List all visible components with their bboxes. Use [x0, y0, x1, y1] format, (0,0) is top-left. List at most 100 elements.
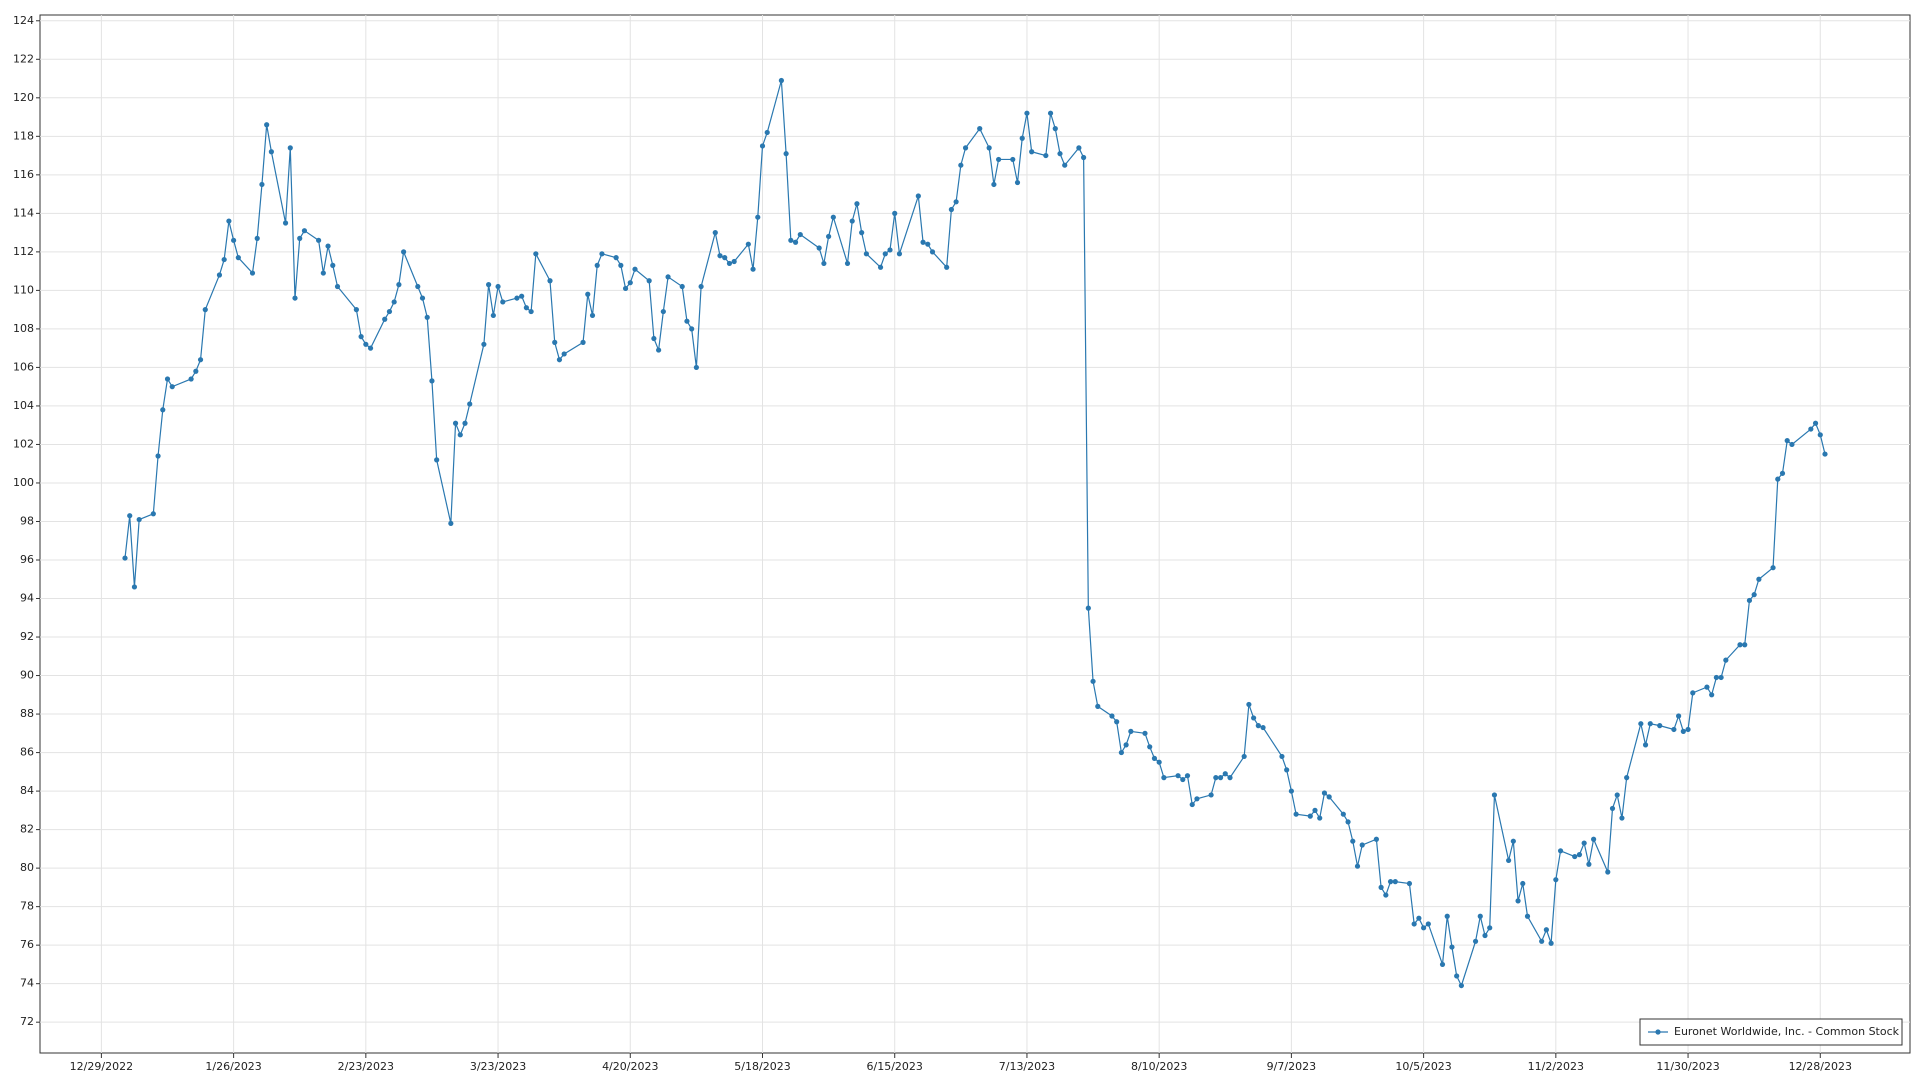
y-tick-label: 86 [20, 746, 34, 759]
x-tick-label: 12/29/2022 [70, 1060, 133, 1073]
point [1581, 840, 1587, 846]
point [1557, 848, 1564, 854]
point [1444, 913, 1450, 919]
y-tick-label: 98 [20, 514, 34, 527]
point [419, 295, 426, 301]
x-tick-label: 1/26/2023 [205, 1060, 261, 1073]
point [863, 251, 869, 257]
point [552, 339, 558, 345]
x-tick-label: 6/15/2023 [867, 1060, 923, 1073]
point [1246, 701, 1252, 708]
point [1222, 771, 1228, 777]
point [448, 520, 454, 527]
point [594, 262, 600, 268]
point [282, 220, 289, 226]
point [160, 407, 166, 413]
point [755, 214, 761, 220]
y-tick-label: 96 [20, 553, 34, 566]
point [1387, 879, 1394, 885]
point [1161, 775, 1167, 781]
point [792, 239, 799, 245]
point [1326, 794, 1332, 800]
x-tick-label: 8/10/2023 [1131, 1060, 1187, 1073]
point [320, 270, 326, 276]
point [188, 376, 194, 382]
series-line [124, 80, 1826, 988]
x-tick-label: 11/2/2023 [1528, 1060, 1584, 1073]
x-tick-label: 7/13/2023 [999, 1060, 1055, 1073]
point [1482, 932, 1488, 939]
point [1279, 753, 1285, 760]
point [136, 516, 142, 523]
point [977, 126, 983, 132]
point [1680, 728, 1686, 734]
point [1293, 811, 1299, 817]
point [358, 334, 364, 340]
marks [122, 77, 1828, 989]
point [844, 260, 851, 267]
point [646, 278, 652, 284]
point [1081, 154, 1087, 161]
y-tick-label: 92 [20, 630, 34, 643]
y-tick-label: 72 [20, 1015, 34, 1028]
point [816, 245, 822, 251]
point [1317, 815, 1323, 821]
point [821, 260, 827, 267]
point [1227, 775, 1233, 781]
point [495, 283, 501, 290]
point [1095, 703, 1101, 709]
plot-frame [39, 14, 1911, 1054]
point [712, 230, 718, 236]
point [1321, 790, 1328, 796]
point [788, 237, 794, 243]
point [216, 272, 223, 278]
point [1647, 721, 1653, 727]
y-tick-label: 84 [20, 784, 34, 797]
point [1047, 110, 1054, 116]
x-tick-label: 11/30/2023 [1656, 1060, 1719, 1073]
point [235, 255, 241, 261]
point [367, 345, 374, 351]
point [1812, 420, 1819, 426]
point [292, 295, 298, 301]
point [896, 251, 903, 257]
point [301, 228, 308, 234]
point [958, 162, 964, 168]
point [1624, 775, 1630, 781]
point [401, 249, 407, 255]
point [490, 312, 496, 319]
point [131, 584, 138, 590]
point [1751, 592, 1757, 598]
point [556, 357, 563, 363]
point [1312, 807, 1318, 813]
point [622, 285, 629, 292]
y-tick-label: 74 [20, 977, 34, 990]
point [221, 256, 227, 263]
point [1817, 432, 1823, 438]
y-tick-label: 122 [13, 52, 34, 65]
point [1789, 441, 1795, 448]
point [1808, 426, 1814, 432]
point [1255, 723, 1261, 729]
point [656, 347, 662, 353]
point [1713, 674, 1719, 681]
y-tick-label: 120 [13, 91, 34, 104]
point [462, 420, 468, 426]
point [759, 143, 766, 149]
point [750, 266, 756, 272]
point [514, 295, 520, 301]
y-tick-label: 118 [13, 129, 34, 142]
point [1354, 863, 1361, 869]
point [533, 251, 539, 257]
point [1737, 642, 1743, 648]
point [1359, 842, 1365, 848]
point [127, 513, 133, 519]
y-tick-label: 76 [20, 938, 34, 951]
point [1217, 775, 1224, 781]
point [382, 316, 388, 322]
point [1340, 811, 1346, 817]
point [1010, 156, 1016, 163]
point [1057, 151, 1063, 157]
